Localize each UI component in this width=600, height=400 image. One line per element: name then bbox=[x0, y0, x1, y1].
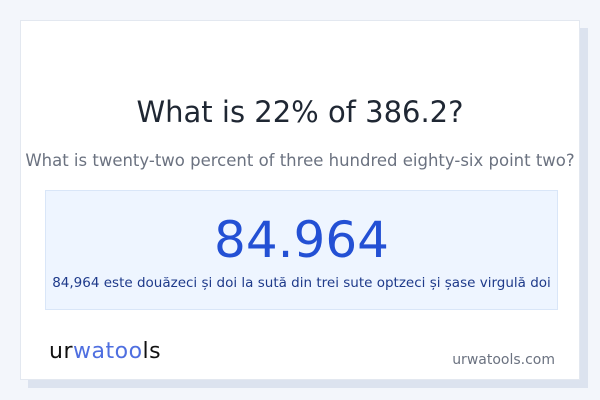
logo-part: oo bbox=[114, 339, 143, 364]
logo-part: ls bbox=[142, 339, 162, 364]
page-title: What is 22% of 386.2? bbox=[136, 95, 464, 129]
result-card: What is 22% of 386.2? What is twenty-two… bbox=[20, 20, 580, 380]
urwatools-logo: urwatools bbox=[49, 339, 161, 364]
result-box: 84.964 84,964 este douăzeci și doi la su… bbox=[45, 190, 558, 310]
page-subtitle: What is twenty-two percent of three hund… bbox=[25, 151, 575, 170]
site-url: urwatools.com bbox=[452, 352, 555, 368]
logo-part: ur bbox=[49, 339, 73, 364]
result-words: 84,964 este douăzeci și doi la sută din … bbox=[52, 275, 551, 291]
logo-part: at bbox=[91, 339, 115, 364]
logo-part: w bbox=[73, 339, 92, 364]
result-value: 84.964 bbox=[214, 211, 389, 269]
